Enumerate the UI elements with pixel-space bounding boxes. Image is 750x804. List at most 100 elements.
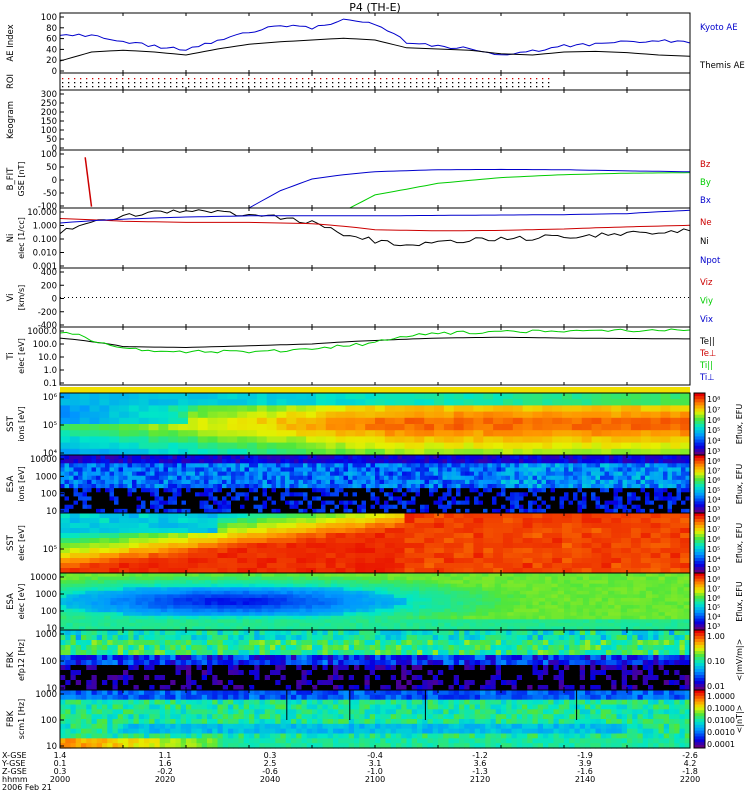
spectrogram-cell (135, 580, 143, 585)
spectrogram-cell (294, 496, 300, 502)
spectrogram-cell (571, 448, 583, 456)
spectrogram-cell (469, 580, 477, 585)
spectrogram-cell (105, 479, 111, 485)
spectrogram-cell (177, 504, 183, 510)
spectrogram-cell (85, 580, 93, 585)
spectrogram-cell (483, 543, 494, 549)
spectrogram-cell (345, 523, 356, 529)
spectrogram-cell (630, 528, 642, 534)
spectrogram-cell (582, 488, 588, 493)
spectrogram-cell (406, 622, 414, 628)
spectrogram-cell (168, 504, 174, 510)
spectrogram-cell (589, 605, 597, 610)
spectrogram-cell (488, 590, 496, 595)
spectrogram-cell (222, 471, 228, 477)
spectrogram-cell (375, 496, 381, 502)
spectrogram-cell (357, 488, 363, 493)
spectrogram-cell (178, 523, 189, 529)
spectrogram-cell (217, 605, 225, 610)
spectrogram-cell (608, 587, 615, 592)
spectrogram-cell (595, 605, 603, 610)
spectrogram-cell (671, 622, 678, 628)
spectrogram-cell (645, 467, 651, 473)
spectrogram-cell (586, 488, 592, 493)
spectrogram-cell (230, 612, 237, 617)
spectrogram-cell (537, 508, 543, 514)
spectrogram-cell (227, 513, 238, 519)
spectrogram-cell (375, 568, 386, 574)
spectrogram-cell (66, 576, 74, 581)
spectrogram-cell (330, 587, 338, 592)
spectrogram-cell (456, 612, 464, 617)
spectrogram-cell (89, 543, 100, 549)
spectrogram-cell (79, 523, 91, 529)
spectrogram-cell (330, 619, 338, 624)
spectrogram-cell (324, 626, 332, 631)
spectrogram-cell (519, 508, 525, 514)
spectrogram-cell (339, 484, 345, 489)
spectrogram-cell (223, 587, 231, 592)
spectrogram-cell (366, 459, 372, 464)
spectrogram-cell (493, 405, 504, 413)
spectrogram-cell (595, 471, 601, 477)
spectrogram-cell (306, 424, 317, 431)
spectrogram-cell (286, 580, 294, 585)
spectrogram-cell (463, 405, 475, 413)
spectrogram-cell (559, 471, 565, 477)
spectrogram-cell (123, 484, 129, 489)
spectrogram-cell (267, 455, 273, 460)
spectrogram-cell (306, 548, 317, 554)
spectrogram-cell (502, 393, 514, 400)
spectrogram-cell (447, 459, 453, 464)
spectrogram-cell (670, 405, 681, 413)
spectrogram-cell (109, 467, 115, 473)
spectrogram-cell (190, 504, 196, 510)
spectrogram-cell (576, 619, 584, 624)
spectrogram-cell (469, 500, 475, 506)
spectrogram-cell (255, 576, 263, 581)
spectrogram-cell (368, 587, 376, 592)
spectrogram-cell (384, 471, 390, 477)
spectrogram-cell (532, 496, 538, 502)
spectrogram-cell (494, 612, 502, 617)
spectrogram-cell (99, 523, 110, 529)
spectrogram-cell (667, 467, 673, 473)
spectrogram-cell (267, 484, 273, 489)
spectrogram-cell (545, 619, 552, 624)
spectrogram-cell (89, 553, 100, 559)
spectrogram-cell (179, 580, 187, 585)
spectrogram-cell (312, 583, 319, 588)
spectrogram-cell (298, 492, 304, 498)
spectrogram-cell (658, 488, 664, 493)
spectrogram-cell (325, 399, 337, 406)
spectrogram-cell (129, 622, 137, 628)
spectrogram-cell (249, 455, 255, 460)
spectrogram-cell (267, 504, 273, 510)
spectrogram-cell (362, 573, 370, 578)
spectrogram-cell (664, 597, 672, 603)
spectrogram-cell (141, 471, 147, 477)
spectrogram-cell (296, 528, 307, 534)
spectrogram-cell (266, 563, 278, 569)
spectrogram-cell (425, 612, 433, 617)
spectrogram-cell (475, 626, 483, 631)
spectrogram-cell (365, 513, 376, 519)
spectrogram-cell (581, 568, 593, 574)
spectrogram-cell (438, 605, 445, 610)
spectrogram-cell (576, 573, 584, 578)
spectrogram-cell (492, 471, 498, 477)
spectrogram-cell (249, 605, 256, 610)
spectrogram-cell (97, 615, 105, 620)
spectrogram-cell (512, 513, 524, 519)
spectrogram-cell (415, 508, 421, 514)
spectrogram-cell (195, 508, 201, 514)
spectrogram-cell (627, 484, 633, 489)
spectrogram-cell (357, 484, 363, 489)
spectrogram-cell (537, 459, 543, 464)
spectrogram-cell (640, 543, 652, 549)
spectrogram-cell (581, 538, 593, 544)
spectrogram-cell (247, 543, 258, 549)
spectrogram-cell (537, 484, 543, 489)
spectrogram-cell (249, 619, 256, 624)
